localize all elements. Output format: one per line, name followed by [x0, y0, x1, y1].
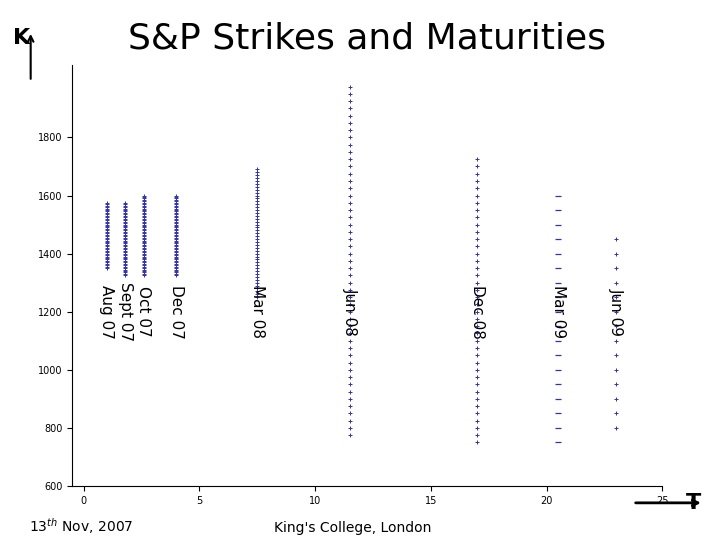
Text: Dec 07: Dec 07 [168, 285, 184, 339]
Text: Aug 07: Aug 07 [99, 285, 114, 339]
Text: Mar 08: Mar 08 [250, 285, 265, 338]
Text: Mar 09: Mar 09 [551, 285, 566, 338]
Text: T: T [686, 493, 701, 513]
Text: Dec 08: Dec 08 [469, 285, 485, 339]
Text: Jun 08: Jun 08 [342, 288, 357, 336]
Text: Oct 07: Oct 07 [136, 286, 151, 337]
Text: K: K [13, 28, 30, 48]
Text: King's College, London: King's College, London [274, 521, 431, 535]
Text: $13^{th}$ Nov, 2007: $13^{th}$ Nov, 2007 [29, 516, 133, 536]
Text: Jun 09: Jun 09 [608, 288, 624, 336]
Text: Sept 07: Sept 07 [118, 282, 132, 341]
Title: S&P Strikes and Maturities: S&P Strikes and Maturities [128, 21, 606, 55]
